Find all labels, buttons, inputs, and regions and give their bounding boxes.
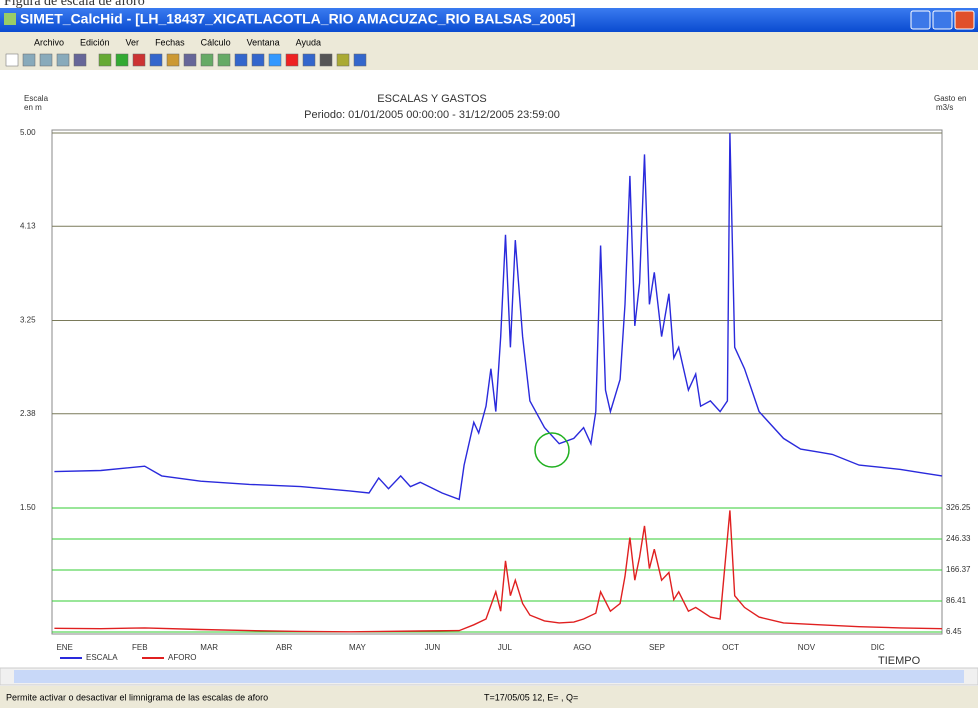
y2-axis-label: Gasto en [934,94,966,103]
toolbar-icon[interactable] [115,53,129,67]
data-line [54,510,943,633]
status-cursor: T=17/05/05 12, E= , Q= [484,692,578,702]
legend-label: AFORO [168,653,196,662]
plot-frame [51,129,943,635]
toolbar-icon[interactable] [5,53,19,67]
toolbar-icon[interactable] [166,53,180,67]
caption-strip [0,0,978,8]
y-tick-label: 4.13 [20,221,36,230]
chart-subtitle: Periodo: 01/01/2005 00:00:00 - 31/12/200… [304,109,560,121]
toolbar-icon[interactable] [336,53,350,67]
toolbar-icon[interactable] [285,53,299,67]
y2-axis-label: m3/s [936,103,953,112]
y2-tick-label: 6.45 [946,627,962,636]
toolbar-icon[interactable] [22,53,36,67]
menu-item[interactable]: Edición [80,37,110,47]
toolbar-icon[interactable] [149,53,163,67]
toolbar-icon[interactable] [183,53,197,67]
y-axis-label: en m [24,103,42,112]
toolbar-icon[interactable] [319,53,333,67]
close-button[interactable] [954,10,975,30]
cursor-marker [534,432,570,468]
x-tick-label: OCT [722,643,739,652]
toolbar-icon[interactable] [302,53,316,67]
window-title: SIMET_CalcHid - [LH_18437_XICATLACOTLA_R… [20,11,575,27]
menu-toolbar-area [0,32,978,70]
y2-tick-label: 166.37 [946,565,971,574]
status-bar [0,686,978,708]
x-tick-label: ENE [56,643,72,652]
x-tick-label: JUL [498,643,513,652]
toolbar-icon[interactable] [251,53,265,67]
menu-item[interactable]: Ayuda [296,37,321,47]
minimize-button[interactable] [910,10,931,30]
y2-tick-label: 326.25 [946,503,971,512]
toolbar-icon[interactable] [268,53,282,67]
toolbar-icon[interactable] [39,53,53,67]
x-tick-label: SEP [649,643,665,652]
toolbar-icon[interactable] [56,53,70,67]
maximize-button[interactable] [932,10,953,30]
x-tick-label: DIC [871,643,885,652]
x-tick-label: MAY [349,643,366,652]
toolbar-icon[interactable] [98,53,112,67]
toolbar [5,53,367,67]
x-tick-label: AGO [573,643,591,652]
toolbar-icon[interactable] [353,53,367,67]
menu-item[interactable]: Archivo [34,37,64,47]
title-bar [0,8,978,32]
x-axis-label: TIEMPO [878,655,921,667]
chart-area [0,70,978,668]
menu-item[interactable]: Fechas [155,37,185,47]
y-tick-label: 1.50 [20,503,36,512]
app-icon [4,13,16,25]
toolbar-icon[interactable] [234,53,248,67]
status-text: Permite activar o desactivar el limnigra… [6,692,268,702]
x-tick-label: FEB [132,643,148,652]
legend-label: ESCALA [86,653,118,662]
x-tick-label: JUN [425,643,441,652]
menu-item[interactable]: Cálculo [201,37,231,47]
y2-tick-label: 86.41 [946,596,967,605]
x-tick-label: MAR [200,643,218,652]
y2-tick-label: 246.33 [946,534,971,543]
y-tick-label: 3.25 [20,316,36,325]
data-line [54,132,943,501]
scroll-thumb[interactable] [14,670,964,683]
y-tick-label: 2.38 [20,409,36,418]
y-tick-label: 5.00 [20,128,36,137]
chart-title: ESCALAS Y GASTOS [377,93,486,105]
y-axis-label: Escala [24,94,49,103]
caption: Figura de escala de aforo [4,0,145,9]
menu-item[interactable]: Ventana [247,37,280,47]
toolbar-icon[interactable] [200,53,214,67]
x-tick-label: NOV [798,643,816,652]
menu-item[interactable]: Ver [126,37,140,47]
toolbar-icon[interactable] [217,53,231,67]
x-tick-label: ABR [276,643,293,652]
toolbar-icon[interactable] [73,53,87,67]
toolbar-icon[interactable] [132,53,146,67]
